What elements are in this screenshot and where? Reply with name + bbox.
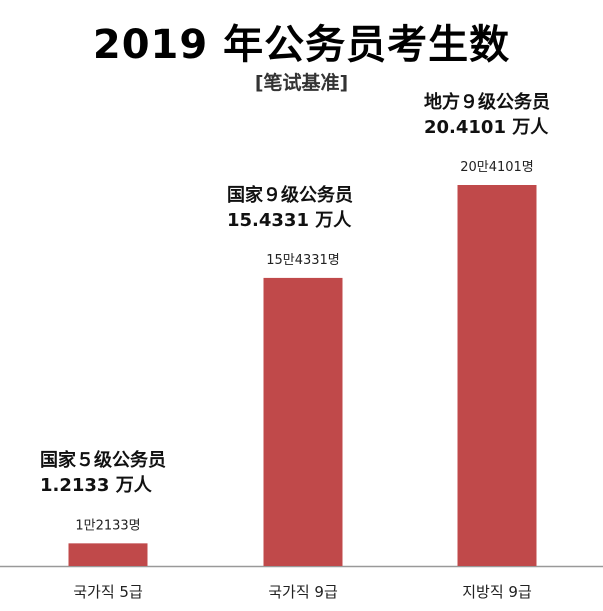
- annotation-title: 国家９级公务员: [227, 184, 353, 206]
- annotation-value: 15.4331 万人: [227, 209, 352, 231]
- annotation-category-1: 国家５级公务员 1.2133 万人: [40, 448, 166, 498]
- data-label-1: 1만2133명: [75, 518, 140, 533]
- data-label-2: 15만4331명: [266, 253, 340, 268]
- annotation-category-3: 地方９级公务员 20.4101 万人: [424, 90, 550, 140]
- x-tick-label-2: 국가직 9급: [268, 583, 338, 601]
- annotation-title: 地方９级公务员: [424, 92, 550, 113]
- x-tick-label-1: 국가직 5급: [73, 583, 143, 601]
- bars-group: [0, 185, 603, 568]
- annotation-value: 1.2133 万人: [40, 475, 152, 497]
- bar-1: [68, 543, 148, 566]
- annotation-value: 20.4101 万人: [424, 117, 549, 138]
- x-tick-label-3: 지방직 9급: [462, 583, 532, 601]
- annotation-title: 国家５级公务员: [40, 450, 166, 472]
- chart-title: 2019 年公务员考生数: [92, 22, 511, 68]
- annotation-category-2: 国家９级公务员 15.4331 万人: [227, 183, 353, 233]
- chart-subtitle: [笔试基准]: [254, 72, 349, 94]
- bar-2: [263, 277, 343, 566]
- data-label-3: 20만4101명: [460, 160, 534, 175]
- bar-3: [457, 185, 537, 566]
